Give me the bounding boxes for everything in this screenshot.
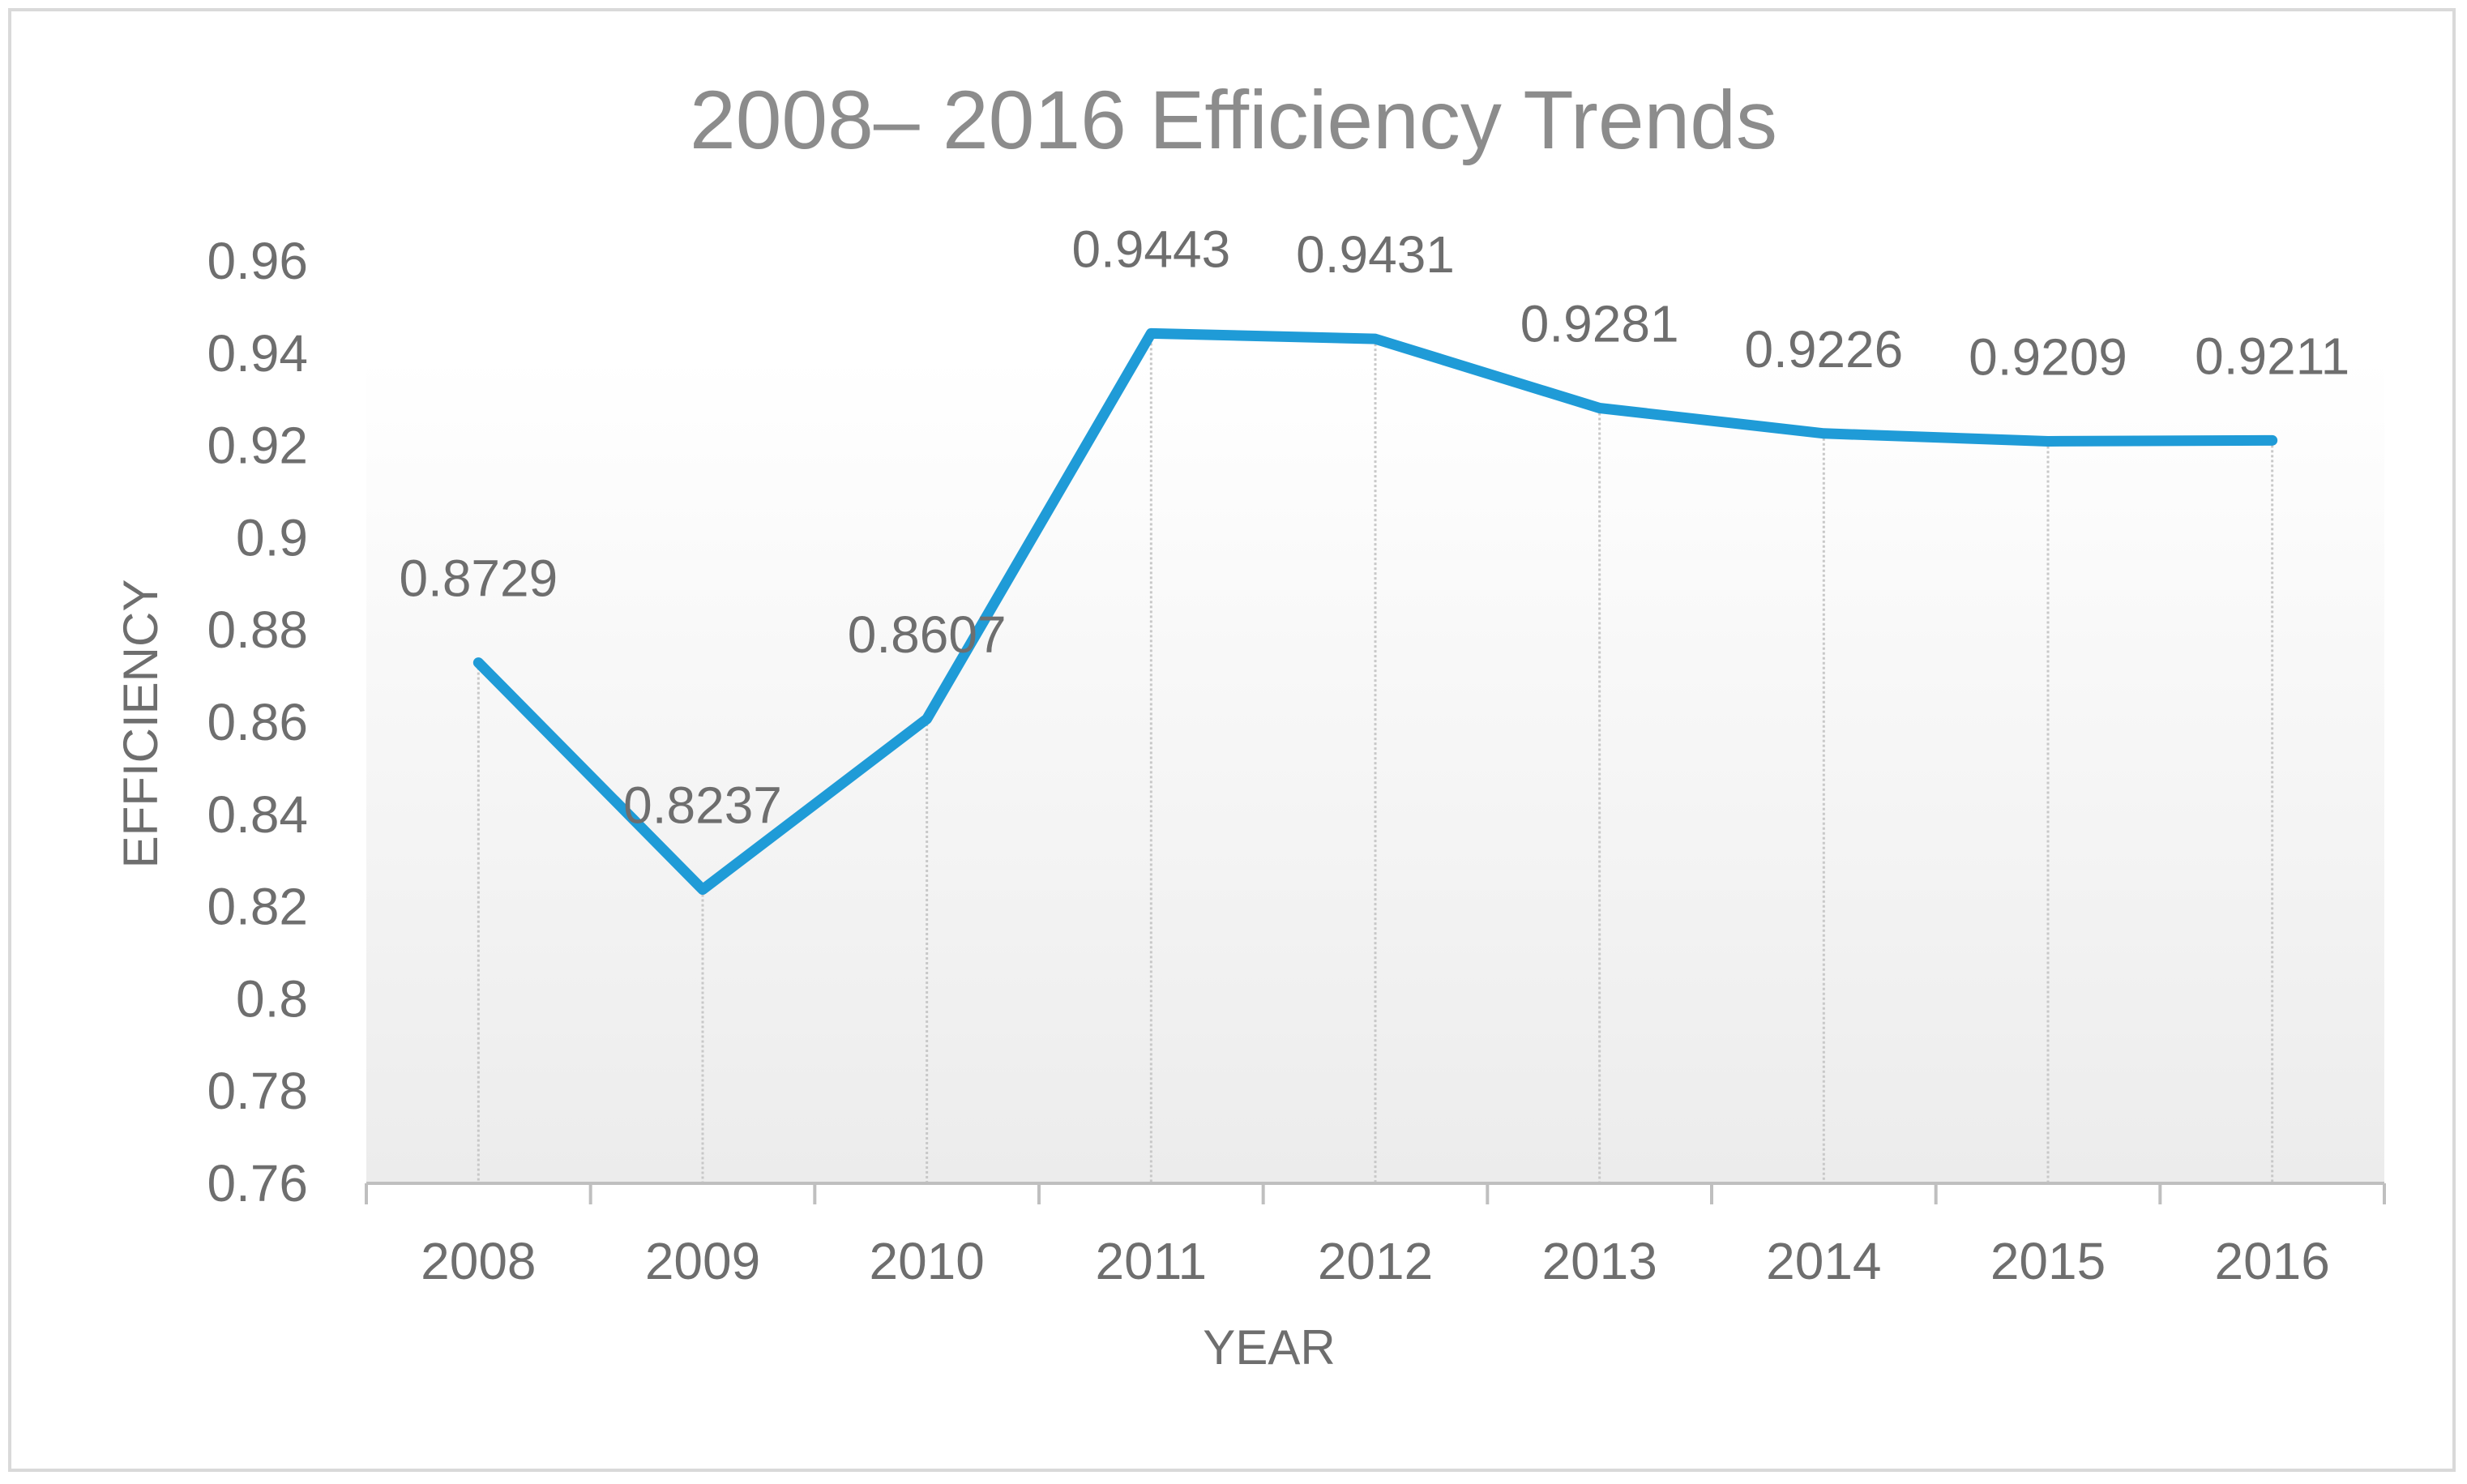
x-tick-marks [365,1183,2386,1204]
x-tick-label: 2012 [1318,1232,1433,1290]
x-tick-label: 2009 [645,1232,760,1290]
series-line-efficiency [472,327,2278,896]
x-tick-label: 2015 [1990,1232,2106,1290]
y-axis-title: EFFICIENCY [113,579,168,869]
y-tick-label: 0.8 [236,969,308,1028]
x-tick-label: 2016 [2214,1232,2329,1290]
y-tick-label: 0.88 [207,601,308,659]
data-label: 0.8607 [848,605,1007,664]
y-tick-label: 0.92 [207,417,308,475]
y-tick-label: 0.9 [236,508,308,567]
x-tick-label: 2014 [1766,1232,1881,1290]
y-tick-label: 0.84 [207,785,308,844]
y-tick-label: 0.94 [207,324,308,383]
x-tick-label: 2013 [1541,1232,1657,1290]
x-tick-label: 2011 [1096,1232,1208,1290]
y-tick-label: 0.78 [207,1062,308,1120]
data-label: 0.8729 [399,550,558,608]
y-tick-label: 0.96 [207,232,308,290]
data-label: 0.9211 [2195,327,2349,385]
data-label: 0.9431 [1296,225,1455,284]
y-tick-label: 0.82 [207,878,308,936]
data-label: 0.9209 [1969,327,2127,386]
data-label: 0.8237 [623,776,782,835]
y-tick-labels: 0.76 0.78 0.8 0.82 0.84 0.86 0.88 0.9 0.92 0.94 0.… [207,232,308,1212]
y-tick-label: 0.76 [207,1154,308,1212]
y-tick-label: 0.86 [207,693,308,751]
data-label: 0.9226 [1744,320,1903,378]
data-label: 0.9281 [1520,295,1679,353]
x-tick-labels: 2008 2009 2010 2011 2012 2013 2014 2015 2016 [421,1232,2330,1290]
drop-lines [477,333,2274,1183]
data-label: 0.9443 [1071,220,1230,278]
x-tick-label: 2008 [421,1232,536,1290]
chart-title: 2008– 2016 Efficiency Trends [690,74,1777,166]
x-tick-label: 2010 [869,1232,984,1290]
data-labels: 0.8729 0.8237 0.8607 0.9443 0.9431 0.9281 0.92… [399,220,2349,834]
x-axis-title: YEAR [1203,1320,1335,1375]
